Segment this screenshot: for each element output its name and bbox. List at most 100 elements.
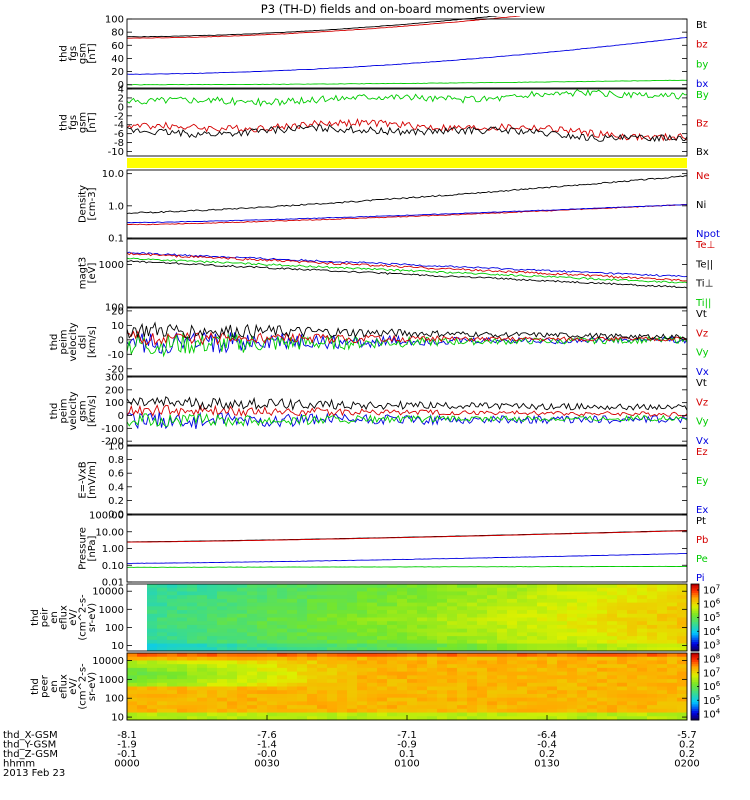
heatmap-cell	[127, 697, 138, 702]
heatmap-cell	[437, 660, 448, 665]
heatmap-cell	[587, 584, 598, 589]
heatmap-cell	[427, 667, 438, 673]
y-tick-label: 0	[118, 335, 124, 346]
heatmap-cell	[267, 595, 278, 600]
colorbar-segment	[691, 682, 699, 685]
colorbar-segment	[691, 635, 699, 639]
heatmap-cell	[617, 610, 628, 615]
heatmap-cell	[587, 667, 598, 673]
heatmap-cell	[527, 697, 538, 702]
heatmap-cell	[567, 587, 578, 592]
heatmap-cell	[307, 595, 318, 600]
heatmap-cell	[667, 632, 678, 637]
series-line-Pb	[127, 530, 687, 543]
heatmap-cell	[367, 617, 378, 622]
heatmap-cell	[127, 664, 138, 669]
heatmap-cell	[407, 643, 418, 648]
heatmap-cell	[247, 712, 258, 717]
heatmap-cell	[667, 686, 678, 691]
panel-9: 10310410510610710100100010000thdpeirenef…	[30, 584, 721, 653]
colorbar-segment	[691, 648, 699, 652]
heatmap-cell	[297, 686, 308, 691]
heatmap-cell	[347, 679, 358, 684]
colorbar-tick-label: 103	[703, 639, 720, 652]
heatmap-cell	[467, 628, 478, 633]
legend-entry: Ne	[696, 171, 710, 182]
heatmap-cell	[627, 628, 638, 633]
heatmap-cell	[197, 656, 208, 661]
heatmap-cell	[257, 701, 268, 706]
heatmap-cell	[257, 653, 268, 658]
heatmap-cell	[467, 664, 478, 669]
heatmap-cell	[387, 679, 398, 684]
heatmap-cell	[167, 584, 178, 589]
heatmap-cell	[497, 602, 508, 607]
heatmap-cell	[177, 636, 188, 641]
heatmap-cell	[627, 639, 638, 645]
heatmap-cell	[267, 632, 278, 637]
heatmap-cell	[167, 587, 178, 592]
heatmap-cell	[647, 667, 658, 673]
colorbar-segment	[691, 597, 699, 601]
heatmap-cell	[537, 675, 548, 680]
heatmap-cell	[297, 587, 308, 592]
heatmap-cell	[277, 610, 288, 615]
date-label: 2013 Feb 23	[3, 768, 65, 779]
heatmap-cell	[147, 664, 158, 669]
heatmap-cell	[597, 716, 608, 721]
heatmap-cell	[267, 693, 278, 699]
legend-entry: Vz	[696, 328, 708, 339]
colorbar-segment	[691, 644, 699, 648]
heatmap-cell	[627, 671, 638, 676]
heatmap-cell	[207, 690, 218, 695]
heatmap-cell	[557, 613, 568, 618]
y-tick-label: -10	[108, 350, 124, 361]
heatmap-cell	[167, 613, 178, 618]
heatmap-cell	[277, 708, 288, 714]
heatmap-cell	[637, 602, 648, 607]
heatmap-cell	[447, 624, 458, 630]
heatmap-cell	[467, 621, 478, 626]
heatmap-cell	[537, 671, 548, 676]
y-axis-label: fgs	[68, 115, 79, 130]
heatmap-cell	[477, 671, 488, 676]
heatmap-cell	[407, 693, 418, 699]
heatmap-cell	[237, 716, 248, 721]
heatmap-cell	[637, 632, 648, 637]
heatmap-cell	[517, 701, 528, 706]
heatmap-cell	[397, 705, 408, 710]
heatmap-cell	[547, 693, 558, 699]
heatmap-cell	[217, 701, 228, 706]
heatmap-cell	[587, 693, 598, 699]
heatmap-cell	[207, 584, 218, 589]
heatmap-cell	[647, 682, 658, 687]
heatmap-cell	[547, 679, 558, 684]
heatmap-cell	[197, 643, 208, 648]
heatmap-cell	[547, 610, 558, 615]
heatmap-cell	[217, 595, 228, 600]
series-line-By	[127, 88, 687, 108]
heatmap-cell	[267, 628, 278, 633]
heatmap-cell	[417, 653, 428, 658]
heatmap-cell	[177, 653, 188, 658]
legend-entry: Bz	[696, 119, 708, 130]
heatmap-cell	[257, 671, 268, 676]
heatmap-cell	[407, 621, 418, 626]
heatmap-cell	[497, 606, 508, 611]
heatmap-cell	[347, 632, 358, 637]
heatmap-cell	[357, 628, 368, 633]
heatmap-cell	[217, 643, 228, 648]
heatmap-cell	[257, 716, 268, 721]
colorbar-segment	[691, 673, 699, 676]
heatmap-cell	[557, 639, 568, 645]
heatmap-cell	[367, 639, 378, 645]
heatmap-cell	[317, 693, 328, 699]
heatmap-cell	[447, 621, 458, 626]
heatmap-cell	[517, 610, 528, 615]
series-line-Pi	[127, 553, 687, 564]
heatmap-cell	[477, 639, 488, 645]
heatmap-cell	[447, 667, 458, 673]
heatmap-cell	[247, 701, 258, 706]
heatmap-cell	[577, 587, 588, 592]
